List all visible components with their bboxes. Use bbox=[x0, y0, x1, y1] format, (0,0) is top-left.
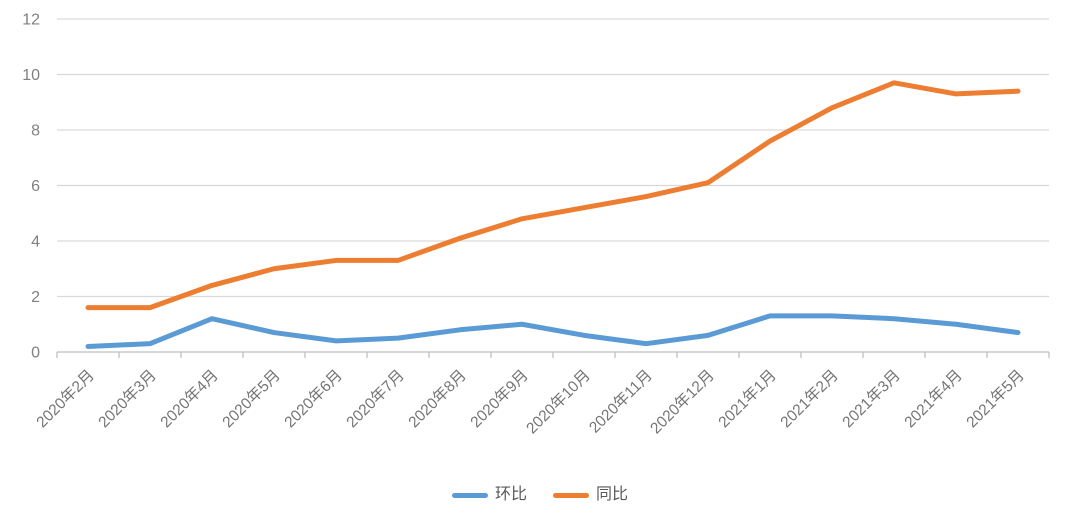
y-tick-label: 10 bbox=[22, 67, 40, 84]
series-line-1 bbox=[85, 80, 1021, 311]
x-tick-label: 2020年2月 bbox=[33, 366, 98, 431]
y-tick-label: 0 bbox=[31, 345, 40, 362]
legend-line-swatch bbox=[553, 492, 589, 498]
gridlines bbox=[57, 18, 1049, 298]
legend-label: 同比 bbox=[596, 486, 629, 503]
y-tick-label: 4 bbox=[31, 234, 40, 251]
x-tick-label: 2020年7月 bbox=[343, 366, 408, 431]
x-axis-labels: 2020年2月2020年3月2020年4月2020年5月2020年6月2020年… bbox=[33, 366, 1028, 437]
x-tick-label: 2020年5月 bbox=[219, 366, 284, 431]
y-tick-label: 2 bbox=[31, 289, 40, 306]
x-tick-label: 2021年1月 bbox=[715, 366, 780, 431]
y-tick-label: 6 bbox=[31, 178, 40, 195]
series-line-0 bbox=[85, 313, 1021, 349]
x-tick-label: 2020年9月 bbox=[467, 366, 532, 431]
legend-item-1[interactable]: 同比 bbox=[553, 487, 628, 503]
x-tick-label: 2020年6月 bbox=[281, 366, 346, 431]
x-axis bbox=[56, 351, 1050, 358]
chart-legend: 环比 同比 bbox=[0, 487, 1080, 503]
legend-line-swatch bbox=[451, 492, 488, 498]
legend-item-0[interactable]: 环比 bbox=[451, 486, 527, 503]
x-tick-label: 2021年2月 bbox=[777, 366, 842, 431]
x-tick-label: 2020年8月 bbox=[405, 366, 470, 431]
x-tick-label: 2021年3月 bbox=[839, 366, 904, 431]
x-tick-label: 2020年4月 bbox=[157, 366, 222, 431]
x-tick-label: 2020年3月 bbox=[95, 366, 160, 431]
y-tick-label: 8 bbox=[31, 123, 40, 140]
x-tick-label: 2021年4月 bbox=[901, 366, 966, 431]
x-tick-label: 2020年12月 bbox=[647, 366, 718, 437]
x-tick-label: 2021年5月 bbox=[963, 366, 1028, 431]
legend-label: 环比 bbox=[494, 486, 527, 503]
y-tick-label: 12 bbox=[22, 12, 40, 29]
x-tick-label: 2020年10月 bbox=[523, 366, 594, 437]
x-tick-label: 2020年11月 bbox=[585, 366, 655, 436]
